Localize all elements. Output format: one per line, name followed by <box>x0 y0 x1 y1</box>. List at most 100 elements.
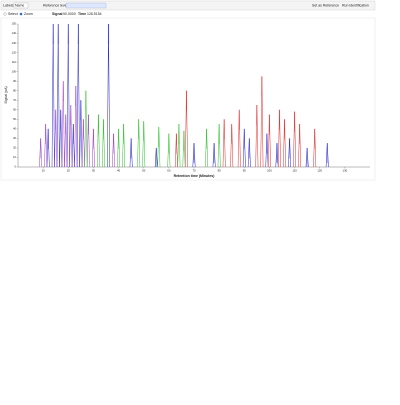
peak-label <box>218 124 220 145</box>
y-tick-label: 10 <box>13 155 16 159</box>
peak-label <box>183 130 185 151</box>
peak-label <box>314 128 316 149</box>
peak-label <box>130 138 132 159</box>
peak-label <box>87 114 89 135</box>
peak <box>205 128 209 168</box>
peak <box>174 133 178 168</box>
peak <box>107 23 110 168</box>
peak <box>265 133 269 168</box>
set-reference[interactable]: Set as Reference <box>312 3 339 7</box>
select-radio[interactable] <box>3 12 7 16</box>
peak <box>247 138 251 168</box>
reference-level: Reference level <box>43 3 68 7</box>
peak <box>46 128 50 168</box>
peak <box>255 105 259 168</box>
x-tick-label: 40 <box>117 169 121 173</box>
peak-label <box>326 143 328 164</box>
y-tick-label: 30 <box>13 136 16 140</box>
peak-label <box>85 90 87 111</box>
peak <box>129 138 133 168</box>
peak <box>305 147 309 168</box>
y-tick-label: 80 <box>13 88 16 92</box>
peak <box>177 124 181 168</box>
y-axis-title: Signal (pA) <box>4 86 8 103</box>
peak-label <box>178 124 180 145</box>
peak <box>51 23 55 168</box>
peak-label <box>248 138 250 159</box>
peak <box>69 105 73 168</box>
labels-value: Name <box>15 3 24 7</box>
time-value: 126.5154 <box>87 12 102 16</box>
peak-label <box>60 109 62 130</box>
y-tick-label: 40 <box>13 127 16 131</box>
peak-label <box>268 114 271 135</box>
peak <box>91 128 95 168</box>
peak <box>76 23 80 168</box>
peak <box>84 90 88 168</box>
peak-label <box>293 111 296 132</box>
peak <box>112 133 115 168</box>
peak <box>298 124 302 168</box>
labels-dropdown[interactable] <box>13 2 29 9</box>
y-tick-label: 140 <box>12 31 17 35</box>
peak <box>79 100 83 168</box>
peak-label <box>256 105 258 126</box>
x-tick-label: 10 <box>42 169 46 173</box>
peak <box>192 143 196 168</box>
zoom-radio[interactable] <box>19 12 23 16</box>
peak <box>293 111 297 168</box>
peak-label <box>278 109 281 130</box>
peak <box>54 109 58 168</box>
zoom-label: Zoom <box>24 12 33 16</box>
x-tick-label: 110 <box>292 169 297 173</box>
peak <box>44 124 48 168</box>
peak-label <box>70 105 72 126</box>
y-tick-label: 110 <box>12 60 17 64</box>
peak <box>222 119 226 168</box>
peak-label <box>261 76 263 97</box>
signal-label: Signal <box>52 12 63 16</box>
peak-label <box>193 143 195 164</box>
peak <box>182 130 186 168</box>
peak-label <box>62 81 64 102</box>
reference-buttons[interactable] <box>65 2 107 9</box>
x-tick-label: 130 <box>343 169 348 173</box>
peak-label <box>238 109 240 130</box>
peak <box>275 143 279 168</box>
peak-label <box>72 124 74 145</box>
peak <box>39 138 43 168</box>
peak <box>142 121 146 168</box>
peak-label <box>55 109 57 130</box>
peak <box>283 119 286 168</box>
peak-label <box>243 128 245 149</box>
peak <box>230 124 234 168</box>
peak <box>325 143 329 168</box>
peak-label <box>223 119 225 140</box>
y-tick-label: 20 <box>13 146 16 150</box>
peak <box>242 128 246 168</box>
peak <box>137 119 141 168</box>
peak-label <box>75 85 77 106</box>
peak-label <box>77 24 79 44</box>
labels-label: Labels: <box>3 3 14 7</box>
peak-label <box>52 24 54 44</box>
peak <box>74 85 78 168</box>
y-tick-label: 60 <box>13 107 16 111</box>
x-tick-label: 30 <box>92 169 96 173</box>
peak-label <box>82 119 84 140</box>
run-identification[interactable]: Run identification <box>342 3 369 7</box>
peak <box>61 81 65 168</box>
peak-label <box>102 119 105 140</box>
y-tick-label: 0 <box>15 165 17 169</box>
peak-label <box>299 124 301 145</box>
peak <box>167 133 171 168</box>
peak-label <box>213 143 215 164</box>
x-tick-label: 20 <box>67 169 71 173</box>
peak <box>66 23 70 168</box>
peak <box>154 147 158 168</box>
peak <box>313 128 317 168</box>
peak-label <box>117 128 120 149</box>
x-tick-label: 50 <box>142 169 146 173</box>
peak-label <box>155 147 157 167</box>
